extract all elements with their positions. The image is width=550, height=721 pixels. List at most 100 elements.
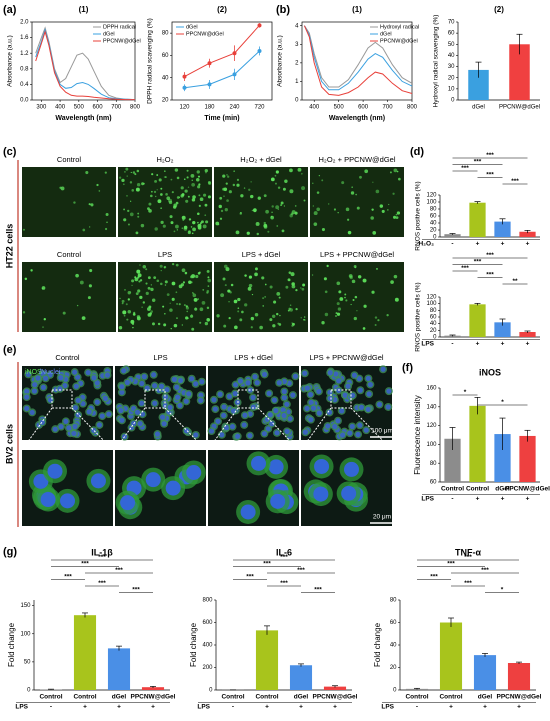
cell xyxy=(192,227,196,232)
cell xyxy=(344,293,347,296)
cell xyxy=(170,221,174,225)
nucleus xyxy=(326,409,333,416)
zoom-line xyxy=(207,407,239,451)
significance-label: *** xyxy=(486,152,494,159)
x-tick-label: Control xyxy=(466,486,489,493)
significance-label: *** xyxy=(464,580,472,587)
cell xyxy=(205,220,209,224)
cell xyxy=(254,272,258,277)
bar xyxy=(509,44,530,100)
cell xyxy=(124,289,126,291)
y-tick-label: 0.0 xyxy=(20,98,29,104)
cell xyxy=(223,264,228,269)
cell xyxy=(171,191,174,194)
y-tick-label: 100 xyxy=(20,631,31,637)
cell xyxy=(184,271,188,275)
nucleus xyxy=(221,404,227,410)
cell xyxy=(228,316,231,320)
y-tick-label: 60 xyxy=(390,620,397,626)
cell xyxy=(197,221,199,224)
cell xyxy=(130,200,132,202)
nucleus xyxy=(270,493,286,509)
nucleus xyxy=(137,420,143,427)
x-tick-label: Control xyxy=(439,694,462,701)
x-tick-label: PPCNW@dGel xyxy=(499,105,540,111)
significance-label: * xyxy=(501,587,504,594)
cell xyxy=(354,266,357,269)
cell xyxy=(197,223,202,228)
cell xyxy=(125,167,129,171)
nucleus xyxy=(25,371,31,377)
cell xyxy=(119,297,121,300)
cell xyxy=(183,227,188,231)
nucleus xyxy=(106,411,112,417)
cell xyxy=(126,175,128,177)
cell xyxy=(62,311,66,315)
nucleus xyxy=(310,405,317,411)
cell xyxy=(81,316,86,321)
cell xyxy=(316,191,320,194)
nucleus xyxy=(24,388,30,394)
cell xyxy=(324,312,329,317)
nucleus xyxy=(139,380,145,387)
cell xyxy=(121,302,124,305)
y-tick-label: 50 xyxy=(448,42,455,48)
cell xyxy=(176,317,178,319)
nucleus xyxy=(52,426,58,432)
zoom-box xyxy=(144,389,166,409)
significance-label: *** xyxy=(481,567,489,574)
cell xyxy=(199,321,202,324)
cell xyxy=(280,201,284,205)
cell xyxy=(324,290,328,294)
y-tick-label: 20 xyxy=(430,328,437,334)
cell xyxy=(240,194,244,198)
nucleus xyxy=(316,388,322,395)
x-tick-label: 500 xyxy=(334,105,345,111)
cell xyxy=(250,326,253,329)
cell xyxy=(326,264,329,268)
nucleus xyxy=(141,374,147,380)
cell xyxy=(264,283,267,286)
cell xyxy=(262,297,265,300)
cell xyxy=(301,287,305,291)
cell xyxy=(304,319,306,321)
chart-title: iNOS xyxy=(479,367,501,377)
bar xyxy=(439,622,463,690)
bar xyxy=(494,322,511,337)
cell xyxy=(118,176,122,179)
nucleus xyxy=(164,386,170,393)
y-tick-label: 100 xyxy=(426,301,437,307)
nucleus xyxy=(269,421,275,427)
cell xyxy=(312,182,314,184)
cell xyxy=(122,183,125,186)
nucleus xyxy=(134,409,141,415)
cell xyxy=(164,170,166,172)
cell xyxy=(276,312,279,316)
image-label: LPS + PPCNW@dGel xyxy=(320,250,394,259)
cell xyxy=(219,217,223,220)
cell xyxy=(396,211,401,215)
x-tick-label: PPCNW@dGel xyxy=(313,694,358,701)
cell xyxy=(280,204,283,207)
cell xyxy=(187,195,190,198)
series-line xyxy=(35,28,136,101)
nucleus xyxy=(327,395,333,401)
cell xyxy=(237,297,241,302)
x-tick-label: 720 xyxy=(254,105,265,111)
cell xyxy=(169,308,173,312)
cell xyxy=(267,230,270,233)
zoom-box xyxy=(237,389,259,409)
condition-value: - xyxy=(232,704,234,711)
condition-value: + xyxy=(517,704,521,711)
cell xyxy=(181,227,184,230)
nucleus xyxy=(251,455,267,471)
cell xyxy=(374,323,377,326)
cell xyxy=(204,214,207,217)
nucleus xyxy=(85,369,91,376)
y-tick-label: 40 xyxy=(390,643,397,649)
nucleus xyxy=(174,394,181,400)
nucleus xyxy=(40,492,56,508)
x-tick-label: Control xyxy=(255,694,278,701)
point xyxy=(257,23,262,28)
cell xyxy=(269,285,273,289)
